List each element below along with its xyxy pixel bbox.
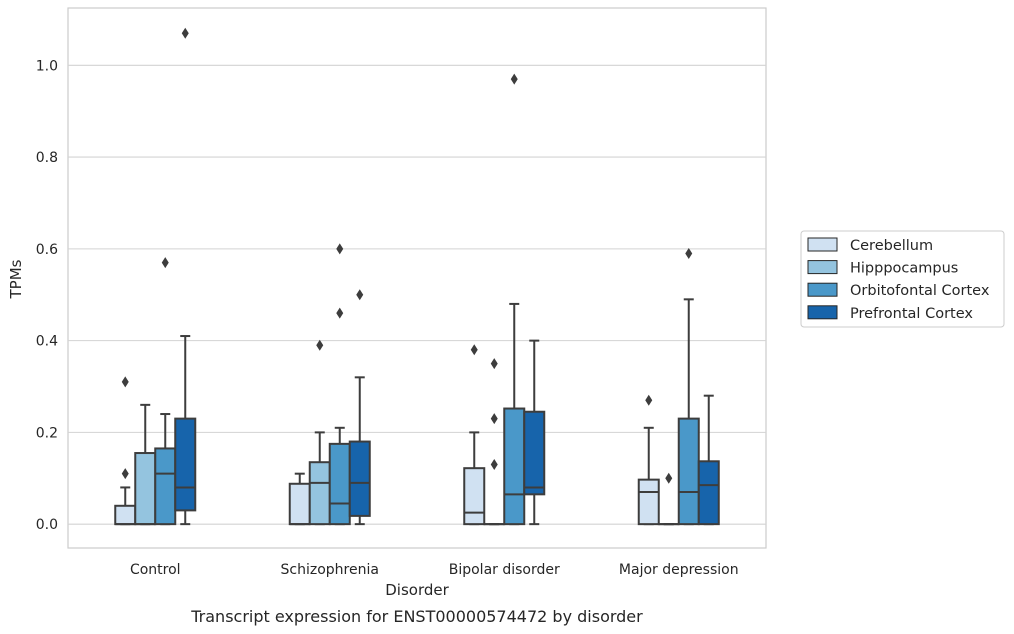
box-cerebellum <box>288 472 311 526</box>
box-prefrontal-cortex <box>348 289 371 526</box>
legend-label: Orbitofontal Cortex <box>850 283 990 299</box>
box-body <box>697 460 720 526</box>
box-prefrontal-cortex <box>174 27 197 526</box>
box-body <box>328 442 351 526</box>
legend-swatch <box>807 282 838 297</box>
x-axis-ticks: Control Schizophrenia Bipolar disorder Majo… <box>130 562 739 578</box>
box-body <box>134 452 157 526</box>
box-body <box>348 440 371 517</box>
box-hipppocampus <box>134 403 157 526</box>
boxplots <box>114 27 720 526</box>
box-hipppocampus <box>308 339 331 526</box>
x-axis-label: Disorder <box>385 581 449 599</box>
box-body <box>523 410 546 496</box>
outlier-point <box>490 358 498 370</box>
box-prefrontal-cortex <box>523 339 546 526</box>
chart-caption: Transcript expression for ENST0000057447… <box>190 607 643 626</box>
box-cerebellum <box>637 394 660 526</box>
outlier-point <box>181 27 189 39</box>
box-cerebellum <box>463 344 486 526</box>
outlier-point <box>336 307 344 319</box>
box-body <box>114 504 137 526</box>
outlier-point <box>470 344 478 356</box>
y-axis-ticks: 0.0 0.2 0.4 0.6 0.8 1.0 <box>36 58 58 533</box>
legend-swatch <box>807 305 838 320</box>
x-tick-label: Bipolar disorder <box>449 562 560 578</box>
outlier-point <box>510 73 518 85</box>
legend-label: Cerebellum <box>850 238 933 254</box>
legend-frame <box>800 230 1005 328</box>
box-body <box>174 417 197 512</box>
outlier-point <box>316 339 324 351</box>
outlier-point <box>161 257 169 269</box>
box-body <box>463 467 486 526</box>
outlier-point <box>336 243 344 255</box>
x-tick-label: Control <box>130 562 181 578</box>
box-cerebellum <box>114 376 137 526</box>
outlier-point <box>121 376 129 388</box>
outlier-point <box>490 413 498 425</box>
outlier-point <box>121 468 129 480</box>
y-tick-label: 0.8 <box>36 150 58 166</box>
outlier-point <box>356 289 364 301</box>
y-tick-label: 0.2 <box>36 425 58 441</box>
y-tick-label: 0.0 <box>36 517 58 533</box>
outlier-point <box>645 394 653 406</box>
box-prefrontal-cortex <box>697 394 720 526</box>
y-tick-label: 0.4 <box>36 334 58 350</box>
box-hipppocampus <box>483 358 506 526</box>
box-orbitofontal-cortex <box>503 73 526 526</box>
legend-label: Hipppocampus <box>850 261 958 277</box>
box-body <box>637 478 660 526</box>
box-body <box>288 482 311 526</box>
outlier-point <box>685 247 693 259</box>
y-tick-label: 1.0 <box>36 58 58 74</box>
outlier-point <box>665 472 673 484</box>
box-body <box>503 407 526 526</box>
legend: Cerebellum Hipppocampus Orbitofontal Corte… <box>800 230 1005 328</box>
y-axis-label: TPMs <box>7 259 25 299</box>
outlier-point <box>490 458 498 470</box>
x-tick-label: Major depression <box>619 562 739 578</box>
box-body <box>154 447 177 526</box>
plot-area <box>67 7 767 549</box>
legend-swatch <box>807 260 838 275</box>
y-tick-label: 0.6 <box>36 242 58 258</box>
box-body <box>677 417 700 526</box>
box-body <box>308 461 331 526</box>
legend-label: Prefrontal Cortex <box>850 306 973 322</box>
legend-swatch <box>807 237 838 252</box>
x-tick-label: Schizophrenia <box>281 562 379 578</box>
